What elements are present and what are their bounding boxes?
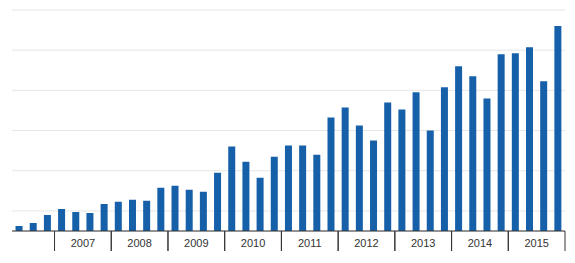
svg-text:2010: 2010 [241, 237, 265, 249]
svg-text:2014: 2014 [468, 237, 492, 249]
svg-text:2013: 2013 [411, 237, 435, 249]
svg-text:2008: 2008 [127, 237, 151, 249]
svg-text:2015: 2015 [524, 237, 548, 249]
svg-text:2007: 2007 [71, 237, 95, 249]
svg-text:2012: 2012 [354, 237, 378, 249]
svg-text:2009: 2009 [184, 237, 208, 249]
svg-text:2011: 2011 [298, 237, 322, 249]
